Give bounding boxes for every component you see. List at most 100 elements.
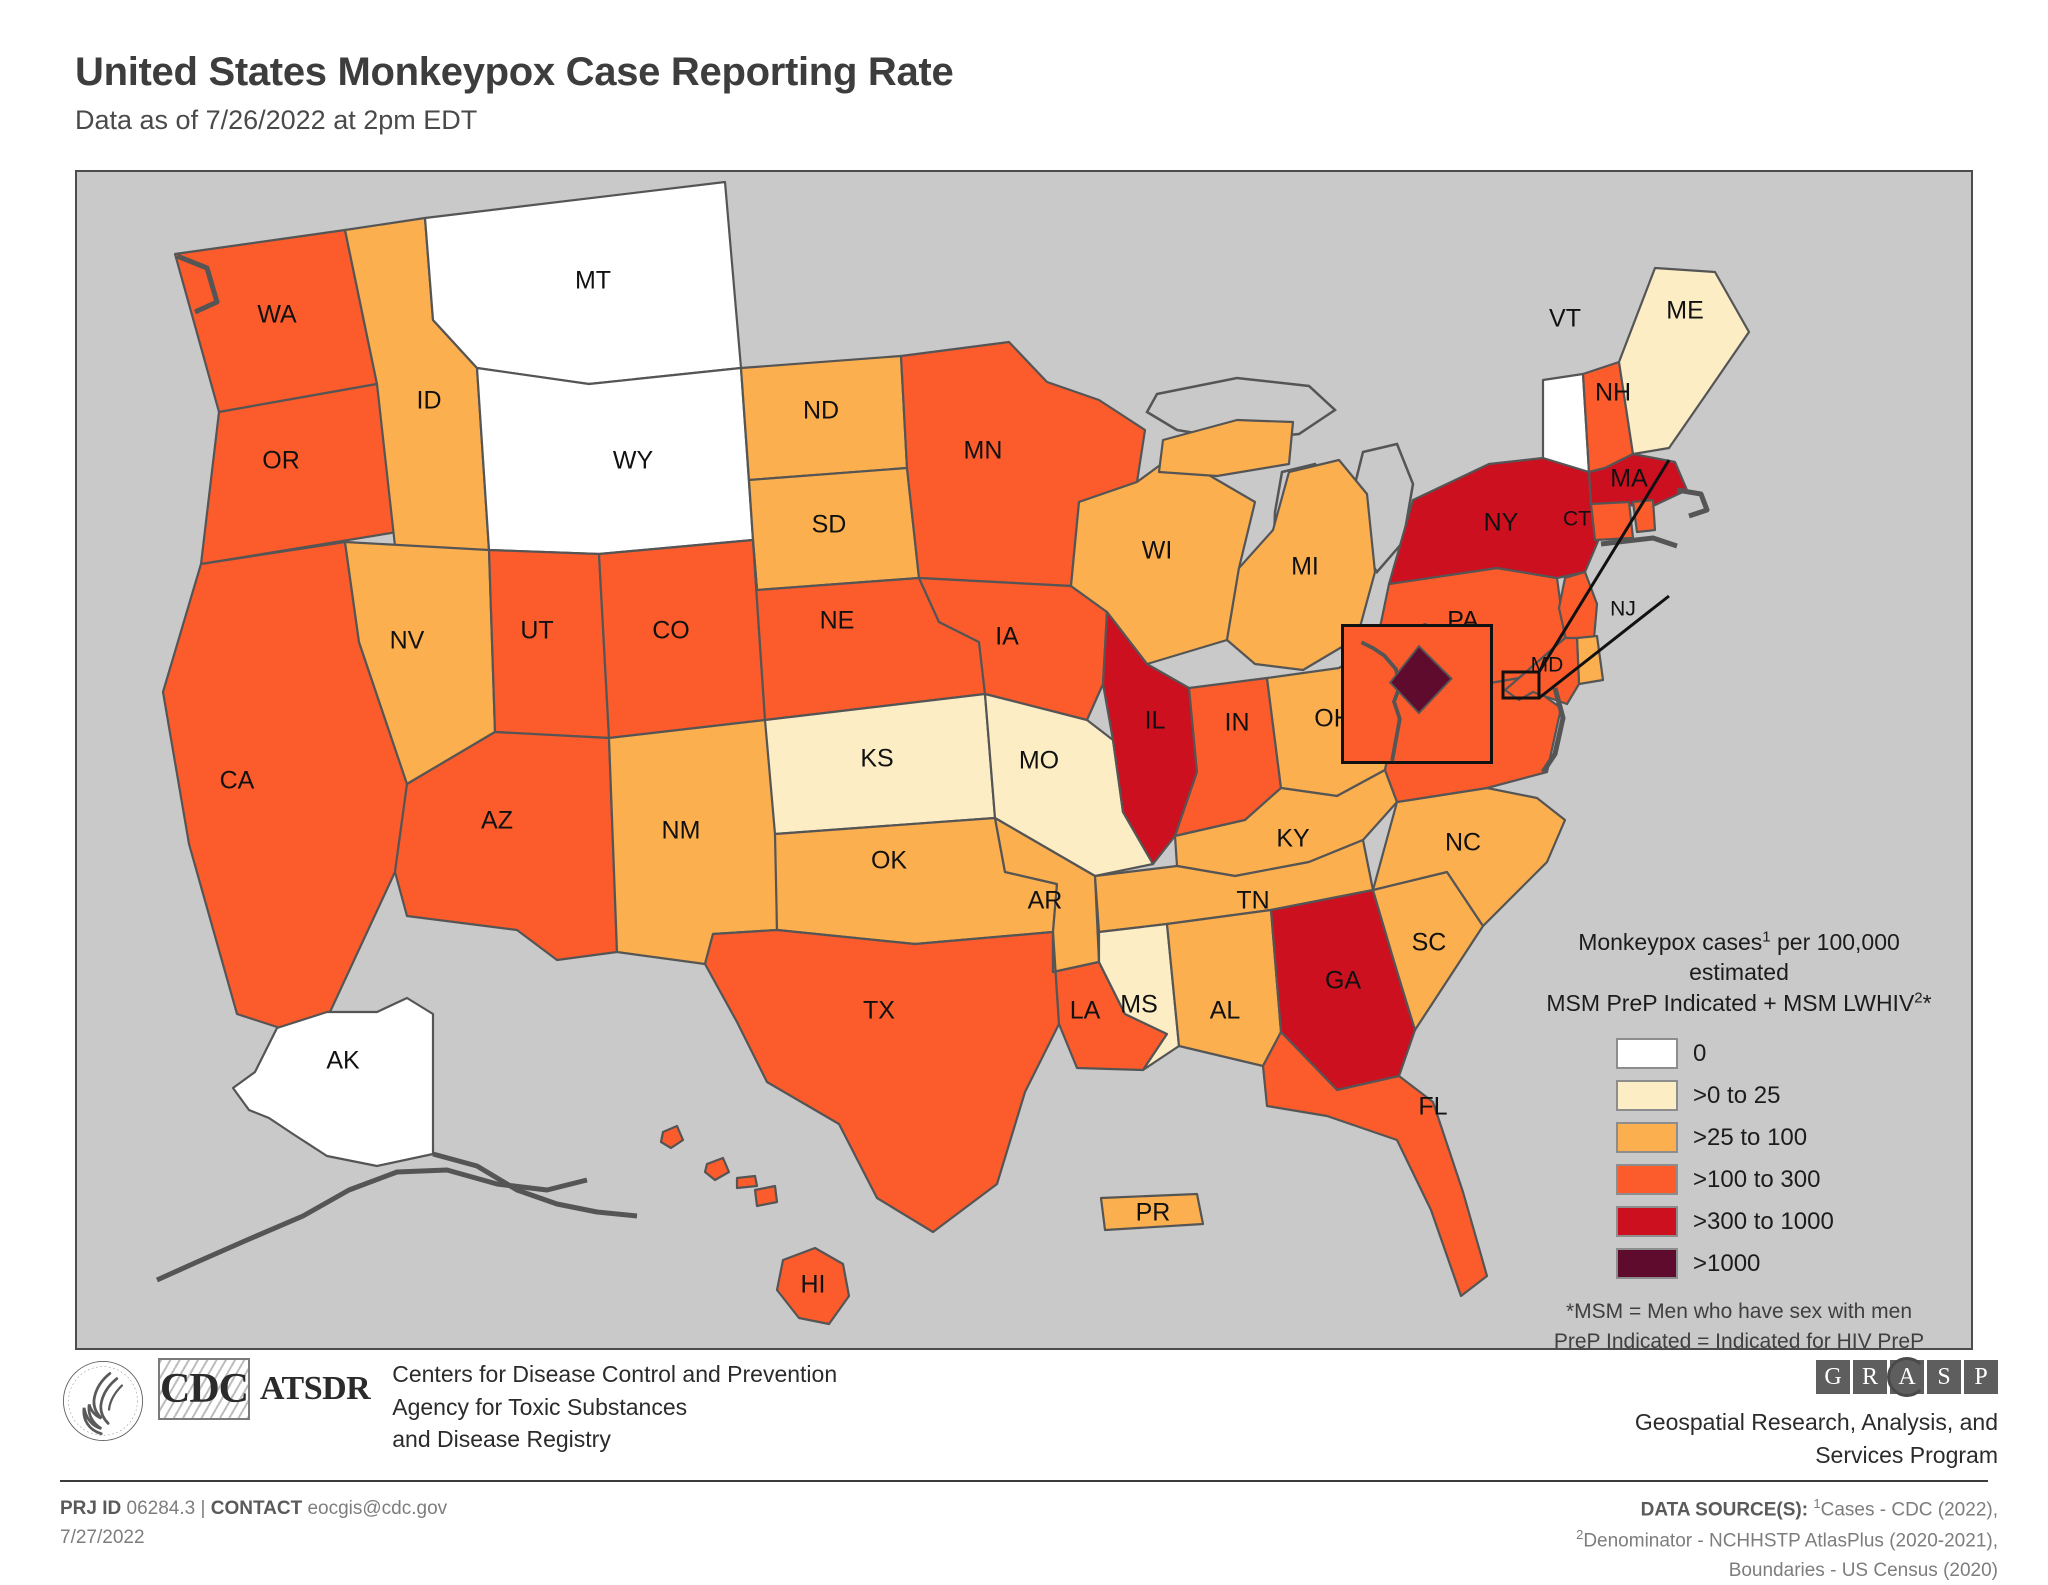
cdc-wordmark: CDC: [160, 1366, 248, 1412]
cdc-logo: CDC ATSDR: [158, 1358, 371, 1420]
datasource-line-0: DATA SOURCE(S): 1Cases - CDC (2022),: [1238, 1494, 1998, 1525]
cdc-hatch-pattern: [160, 1360, 248, 1418]
legend-swatch-4: [1616, 1206, 1678, 1238]
map-header: United States Monkeypox Case Reporting R…: [75, 50, 1275, 136]
page-subtitle: Data as of 7/26/2022 at 2pm EDT: [75, 105, 478, 135]
legend-items: 0 >0 to 25 >25 to 100 >100 to 300 >300 t…: [1528, 1038, 1950, 1280]
legend-notes: *MSM = Men who have sex with men PreP In…: [1528, 1297, 1950, 1350]
label-WI: WI: [1142, 537, 1173, 565]
label-MN: MN: [964, 437, 1003, 465]
alaska-aleutians: [155, 1151, 638, 1283]
grasp-name-line-1: Services Program: [1815, 1441, 1998, 1468]
contact-value[interactable]: eocgis@cdc.gov: [307, 1498, 448, 1519]
footer-date: 7/27/2022: [60, 1527, 145, 1549]
label-NE: NE: [820, 607, 855, 635]
datasource-line-1: 2Denominator - NCHHSTP AtlasPlus (2020-2…: [1238, 1525, 1998, 1556]
legend-note-0: *MSM = Men who have sex with men: [1565, 1300, 1913, 1324]
label-MI: MI: [1291, 553, 1319, 581]
footer-logos: CDC ATSDR Centers for Disease Control an…: [60, 1358, 837, 1456]
state-CT: [1589, 500, 1635, 542]
hi-island-maui: [753, 1184, 779, 1208]
label-AZ: AZ: [481, 807, 513, 835]
label-WY: WY: [613, 447, 654, 475]
state-AL: [1165, 908, 1283, 1068]
grasp-name-line-0: Geospatial Research, Analysis, and: [1634, 1409, 1998, 1435]
state-HI: [775, 1246, 851, 1326]
legend-row-0[interactable]: 0: [1528, 1038, 1950, 1070]
cdc-agency-line-0: Centers for Disease Control and Preventi…: [392, 1361, 838, 1387]
puget-sound-outline: [176, 253, 220, 315]
state-MI: [1157, 418, 1377, 672]
legend-row-2[interactable]: >25 to 100: [1528, 1122, 1950, 1154]
label-ME: ME: [1666, 297, 1704, 325]
dc-inset-panel[interactable]: [1341, 624, 1493, 764]
label-UT: UT: [520, 617, 553, 645]
cdc-agency-line-2: and Disease Registry: [392, 1426, 611, 1453]
legend-row-5[interactable]: >1000: [1528, 1248, 1950, 1280]
label-CA: CA: [220, 767, 255, 795]
legend-title-line2: MSM PreP Indicated + MSM LWHIV2*: [1546, 989, 1932, 1016]
aleutian-chain: [155, 1167, 588, 1283]
grasp-letter-3: S: [1927, 1360, 1961, 1394]
label-TN: TN: [1236, 887, 1269, 915]
label-NJ: NJ: [1610, 598, 1636, 621]
hi-island-molokai: [735, 1174, 759, 1190]
legend-swatch-0: [1616, 1038, 1678, 1070]
label-ND: ND: [803, 397, 839, 425]
datasource-sup-2: 2: [1576, 1526, 1584, 1542]
label-GA: GA: [1325, 967, 1361, 995]
cape-cod-outline: [1676, 487, 1710, 519]
hi-island-kauai: [659, 1124, 685, 1150]
label-NH: NH: [1595, 379, 1631, 407]
label-FL: FL: [1418, 1093, 1447, 1121]
data-sources: DATA SOURCE(S): 1Cases - CDC (2022), 2De…: [1238, 1494, 1998, 1585]
label-WA: WA: [257, 301, 297, 329]
label-CO: CO: [652, 617, 690, 645]
grasp-block: G R A S P Geospatial Research, Analysis,…: [1498, 1357, 1998, 1471]
legend-swatch-3: [1616, 1164, 1678, 1196]
legend-row-1[interactable]: >0 to 25: [1528, 1080, 1950, 1112]
grasp-name: Geospatial Research, Analysis, and Servi…: [1498, 1406, 1998, 1471]
legend-note-1: PreP Indicated = Indicated for HIV PreP: [1553, 1329, 1925, 1350]
choropleth-map[interactable]: WA OR CA ID NV MT WY UT CO AZ NM ND SD N…: [75, 170, 1973, 1350]
label-LA: LA: [1070, 997, 1101, 1025]
label-AK: AK: [326, 1047, 360, 1075]
grasp-letter-0: G: [1816, 1360, 1850, 1394]
label-NM: NM: [662, 817, 701, 845]
page-title: United States Monkeypox Case Reporting R…: [75, 50, 954, 94]
grasp-logo: G R A S P: [1498, 1357, 1998, 1397]
state-DE: [1575, 634, 1605, 686]
legend-label-2: >25 to 100: [1693, 1123, 1808, 1151]
legend-swatch-2: [1616, 1122, 1678, 1154]
label-SD: SD: [812, 511, 847, 539]
prj-line: PRJ ID 06284.3 | CONTACT eocgis@cdc.gov: [60, 1494, 447, 1523]
prj-value: 06284.3: [126, 1498, 196, 1519]
legend-swatch-1: [1616, 1080, 1678, 1112]
state-PR: [1099, 1192, 1205, 1232]
legend-title: Monkeypox cases1 per 100,000 estimated M…: [1528, 927, 1950, 1018]
legend-row-4[interactable]: >300 to 1000: [1528, 1206, 1950, 1238]
legend-row-3[interactable]: >100 to 300: [1528, 1164, 1950, 1196]
datasource-text-2: Denominator - NCHHSTP AtlasPlus (2020-20…: [1583, 1530, 1998, 1552]
legend-label-3: >100 to 300: [1693, 1165, 1821, 1193]
us-map-svg[interactable]: WA OR CA ID NV MT WY UT CO AZ NM ND SD N…: [77, 172, 1971, 1348]
hhs-seal-icon: [63, 1361, 143, 1441]
legend-label-0: 0: [1693, 1039, 1707, 1067]
label-MS: MS: [1120, 991, 1158, 1019]
label-AR: AR: [1028, 887, 1063, 915]
label-SC: SC: [1412, 929, 1447, 957]
hawaii-islands: [659, 1124, 851, 1326]
legend-title-line1: Monkeypox cases1 per 100,000 estimated: [1578, 928, 1900, 986]
grasp-letter-2: A: [1887, 1357, 1927, 1397]
cdc-agency-line-1: Agency for Toxic Substances: [392, 1393, 688, 1420]
callout-line-top: [1537, 459, 1671, 673]
state-MD: [1503, 636, 1581, 706]
dc-inset-callout: [1501, 459, 1671, 700]
state-IL: [1101, 610, 1199, 866]
label-IA: IA: [995, 623, 1019, 651]
grasp-letter-2-text: A: [1898, 1363, 1916, 1390]
grasp-letter-1: R: [1853, 1360, 1887, 1394]
label-TX: TX: [863, 997, 895, 1025]
state-MS: [1097, 922, 1181, 1072]
state-FL: [1261, 1030, 1489, 1298]
